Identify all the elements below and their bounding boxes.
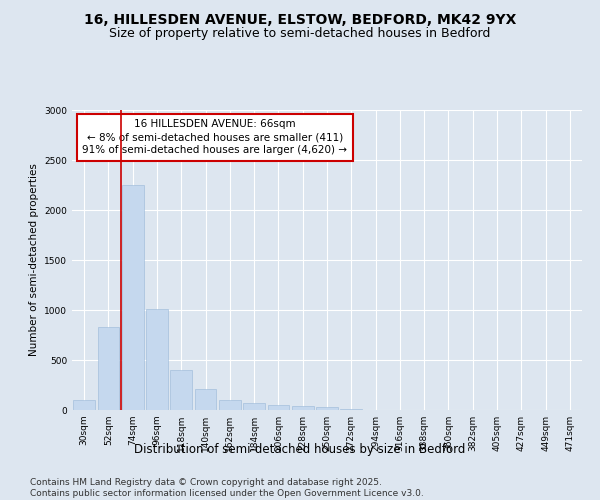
Bar [146, 309, 168, 410]
Bar [243, 402, 265, 410]
Bar [97, 327, 119, 410]
Text: 16 HILLESDEN AVENUE: 66sqm
← 8% of semi-detached houses are smaller (411)
91% of: 16 HILLESDEN AVENUE: 66sqm ← 8% of semi-… [82, 119, 347, 156]
Bar [316, 407, 338, 410]
Bar [194, 389, 217, 410]
Bar [219, 400, 241, 410]
Y-axis label: Number of semi-detached properties: Number of semi-detached properties [29, 164, 38, 356]
Bar [292, 406, 314, 410]
Bar [340, 408, 362, 410]
Text: Size of property relative to semi-detached houses in Bedford: Size of property relative to semi-detach… [109, 28, 491, 40]
Bar [268, 404, 289, 410]
Bar [122, 185, 143, 410]
Bar [73, 400, 95, 410]
Text: Distribution of semi-detached houses by size in Bedford: Distribution of semi-detached houses by … [134, 442, 466, 456]
Text: 16, HILLESDEN AVENUE, ELSTOW, BEDFORD, MK42 9YX: 16, HILLESDEN AVENUE, ELSTOW, BEDFORD, M… [84, 12, 516, 26]
Bar [170, 370, 192, 410]
Text: Contains HM Land Registry data © Crown copyright and database right 2025.
Contai: Contains HM Land Registry data © Crown c… [30, 478, 424, 498]
